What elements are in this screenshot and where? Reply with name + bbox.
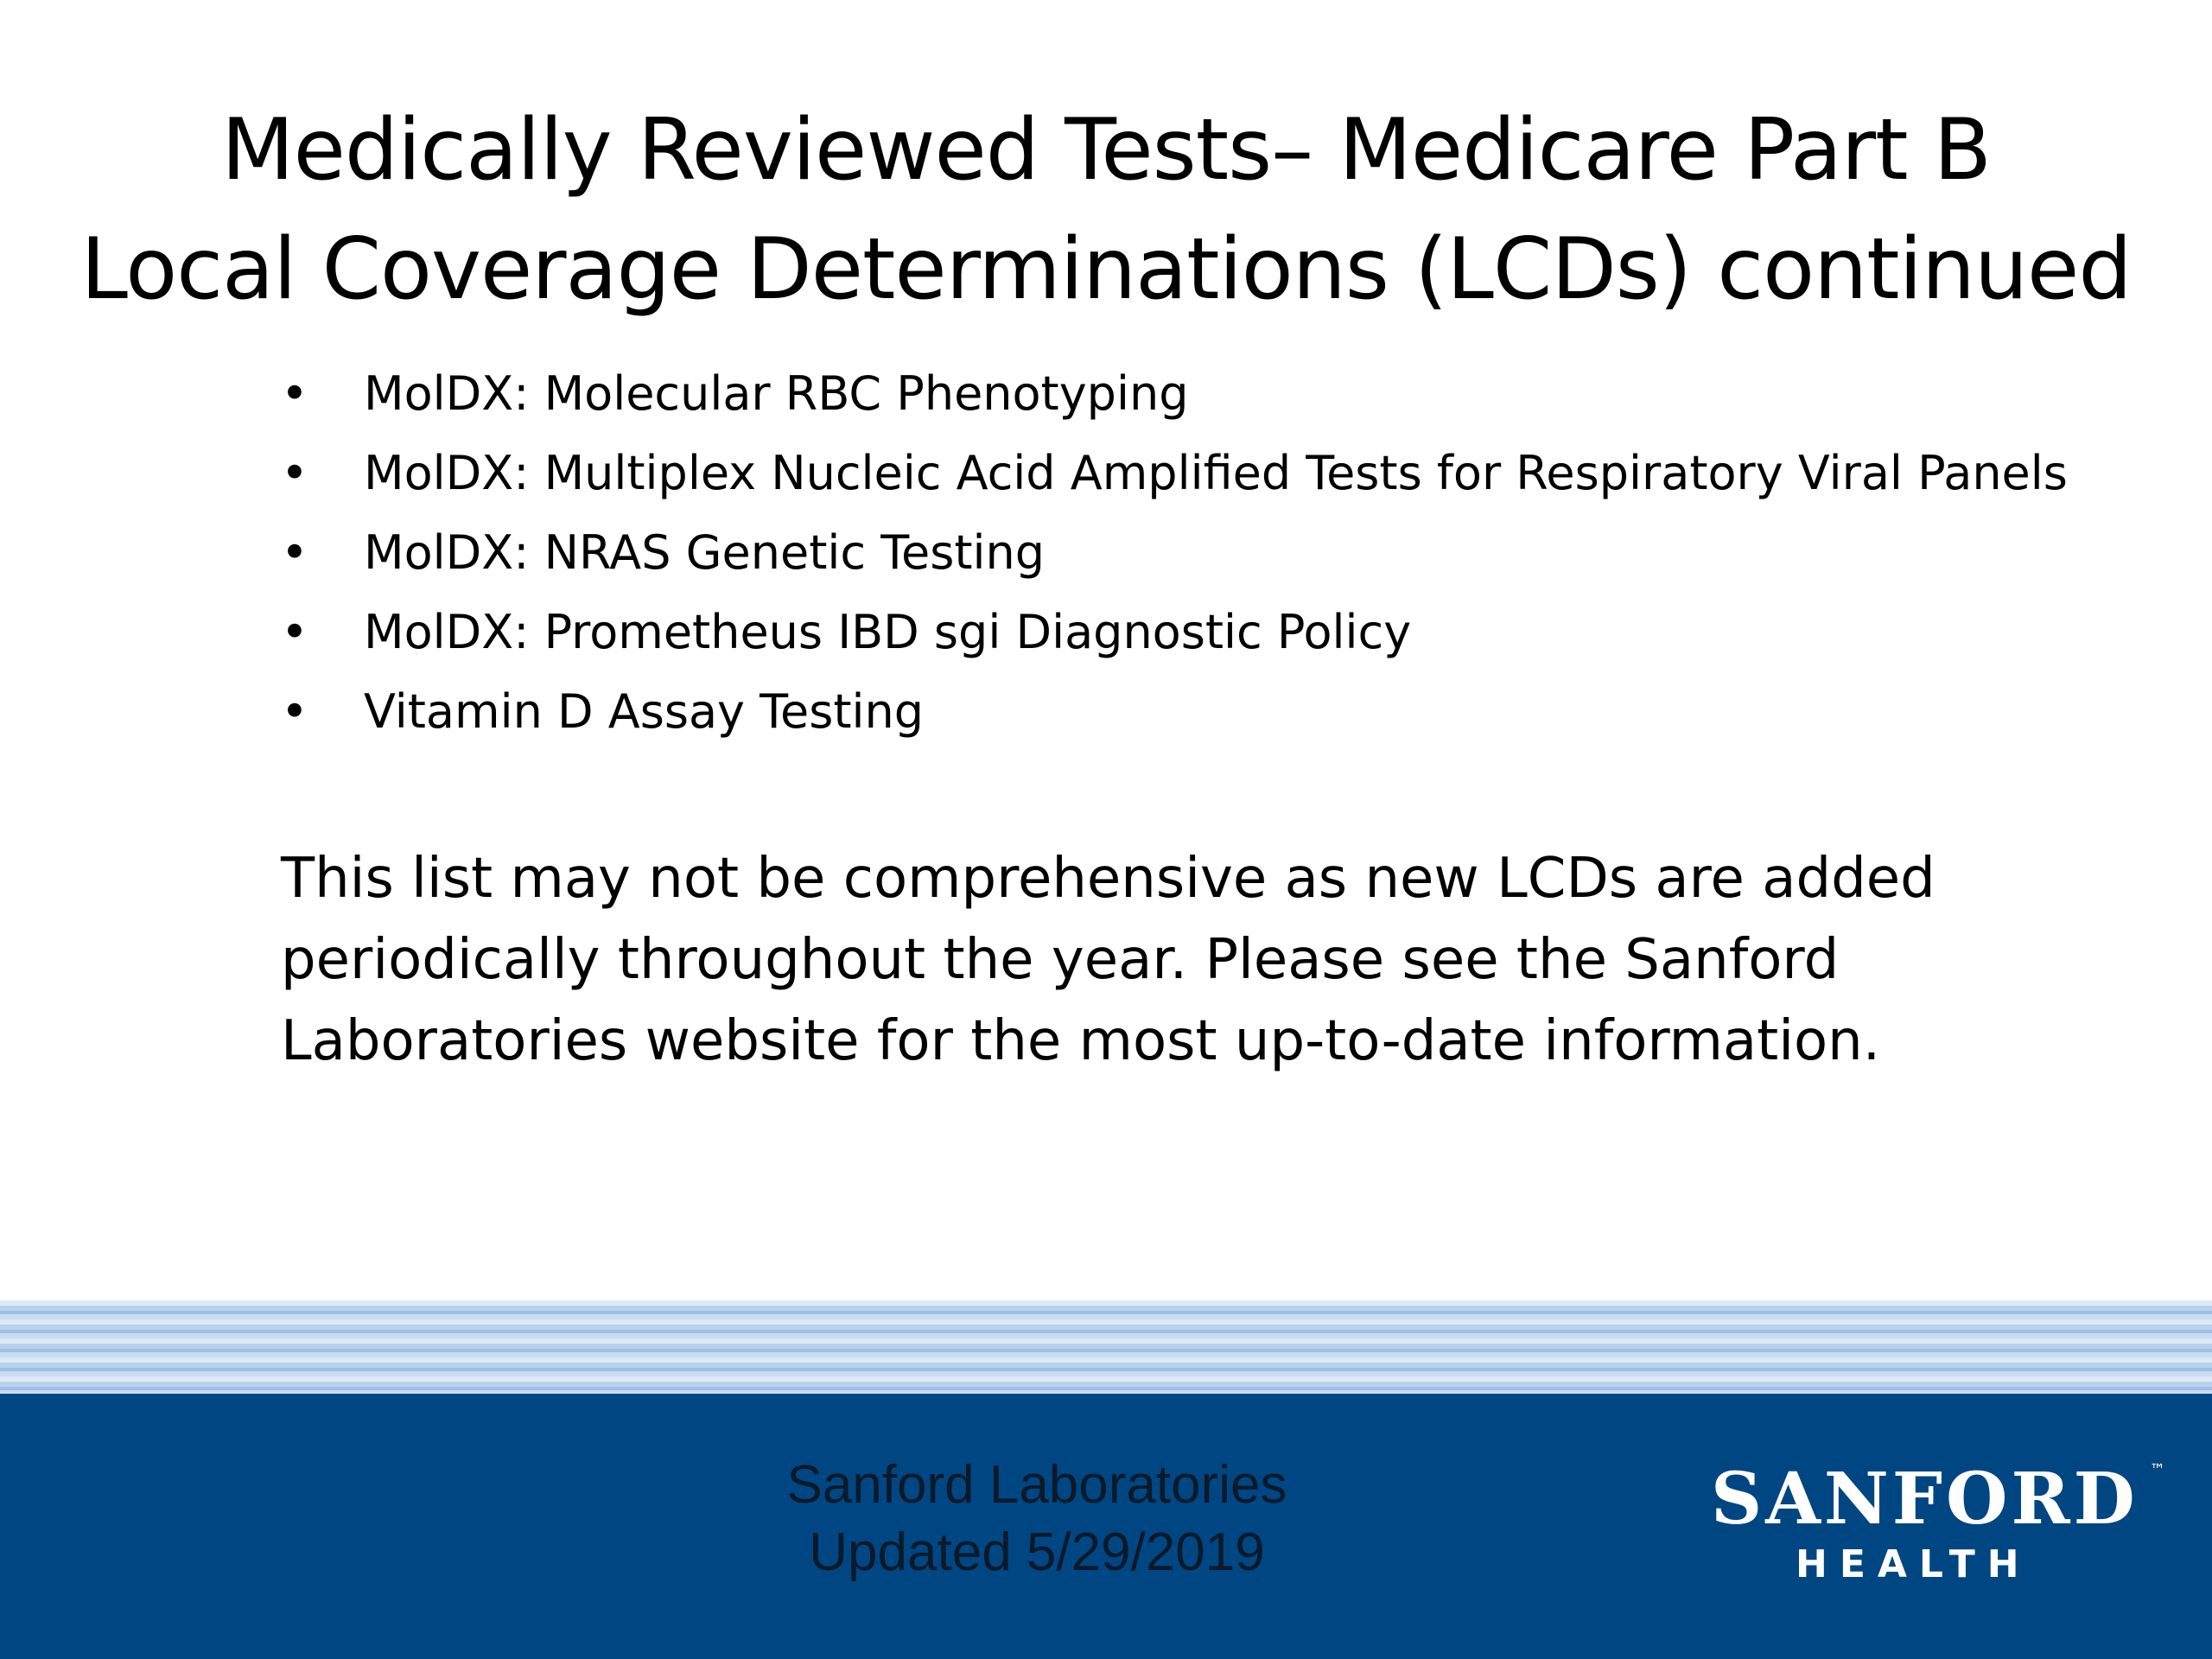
list-item-text: MolDX: Prometheus IBD sgi Diagnostic Pol…	[364, 605, 1412, 659]
sanford-health-logo: SANFORD ™ HEALTH	[1694, 1460, 2177, 1590]
bullet-icon: •	[281, 525, 308, 580]
list-item: • MolDX: NRAS Genetic Testing	[281, 513, 2068, 593]
slide-title: Medically Reviewed Tests– Medicare Part …	[0, 91, 2212, 329]
bullet-icon: •	[281, 684, 308, 739]
logo-trademark: ™	[2150, 1461, 2165, 1479]
disclaimer-note: This list may not be comprehensive as ne…	[281, 838, 2009, 1082]
list-item-text: Vitamin D Assay Testing	[364, 684, 925, 739]
list-item: • MolDX: Multiplex Nucleic Acid Amplifie…	[281, 434, 2068, 513]
list-item: • MolDX: Prometheus IBD sgi Diagnostic P…	[281, 593, 2068, 672]
list-item-text: MolDX: Molecular RBC Phenotyping	[364, 366, 1189, 421]
note-line-2: periodically throughout the year. Please…	[281, 928, 1840, 992]
list-item: • MolDX: Molecular RBC Phenotyping	[281, 354, 2068, 434]
note-line-1: This list may not be comprehensive as ne…	[281, 847, 1936, 911]
title-line-1: Medically Reviewed Tests– Medicare Part …	[221, 101, 1992, 200]
logo-wordmark: SANFORD	[1711, 1458, 2139, 1541]
bullet-icon: •	[281, 446, 308, 500]
list-item-text: MolDX: NRAS Genetic Testing	[364, 525, 1046, 580]
logo-subtitle: HEALTH	[1796, 1542, 2031, 1586]
decorative-stripes	[0, 1300, 2212, 1395]
bullet-icon: •	[281, 605, 308, 659]
list-item-text: MolDX: Multiplex Nucleic Acid Amplified …	[364, 446, 2068, 500]
lcd-bullet-list: • MolDX: Molecular RBC Phenotyping • Mol…	[281, 354, 2068, 752]
footer-band	[0, 1394, 2212, 1659]
note-line-3: Laboratories website for the most up-to-…	[281, 1009, 1881, 1073]
footer-org: Sanford Laboratories	[786, 1455, 1287, 1515]
bullet-icon: •	[281, 366, 308, 421]
footer-updated-date: Updated 5/29/2019	[809, 1522, 1265, 1582]
footer-text: Sanford Laboratories Updated 5/29/2019	[691, 1452, 1382, 1586]
title-line-2: Local Coverage Determinations (LCDs) con…	[80, 220, 2132, 319]
list-item: • Vitamin D Assay Testing	[281, 672, 2068, 752]
